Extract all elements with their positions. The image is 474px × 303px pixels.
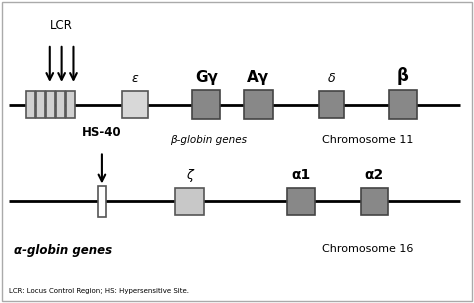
Bar bbox=[389, 90, 417, 119]
Bar bbox=[192, 90, 220, 119]
Text: α2: α2 bbox=[365, 168, 384, 182]
Text: LCR: Locus Control Region; HS: Hypersensitive Site.: LCR: Locus Control Region; HS: Hypersens… bbox=[9, 288, 190, 294]
Text: ζ: ζ bbox=[186, 169, 193, 182]
Text: δ: δ bbox=[328, 72, 336, 85]
Text: α-globin genes: α-globin genes bbox=[14, 244, 112, 257]
Bar bbox=[26, 91, 35, 118]
Text: ε: ε bbox=[132, 72, 138, 85]
Bar bbox=[46, 91, 55, 118]
Bar bbox=[244, 90, 273, 119]
Bar bbox=[36, 91, 45, 118]
Text: β: β bbox=[397, 67, 409, 85]
Bar bbox=[319, 91, 344, 118]
Text: LCR: LCR bbox=[50, 19, 73, 32]
Text: β-globin genes: β-globin genes bbox=[170, 135, 247, 145]
Text: Gγ: Gγ bbox=[195, 70, 218, 85]
Bar bbox=[175, 188, 204, 215]
Text: Chromosome 11: Chromosome 11 bbox=[322, 135, 413, 145]
Bar bbox=[98, 186, 106, 217]
Text: Aγ: Aγ bbox=[247, 70, 269, 85]
Bar bbox=[66, 91, 75, 118]
Bar bbox=[122, 91, 148, 118]
Bar bbox=[361, 188, 388, 215]
Text: α1: α1 bbox=[292, 168, 310, 182]
Text: HS-40: HS-40 bbox=[82, 126, 122, 139]
Bar bbox=[56, 91, 65, 118]
Text: Chromosome 16: Chromosome 16 bbox=[322, 244, 413, 254]
Bar bbox=[287, 188, 315, 215]
